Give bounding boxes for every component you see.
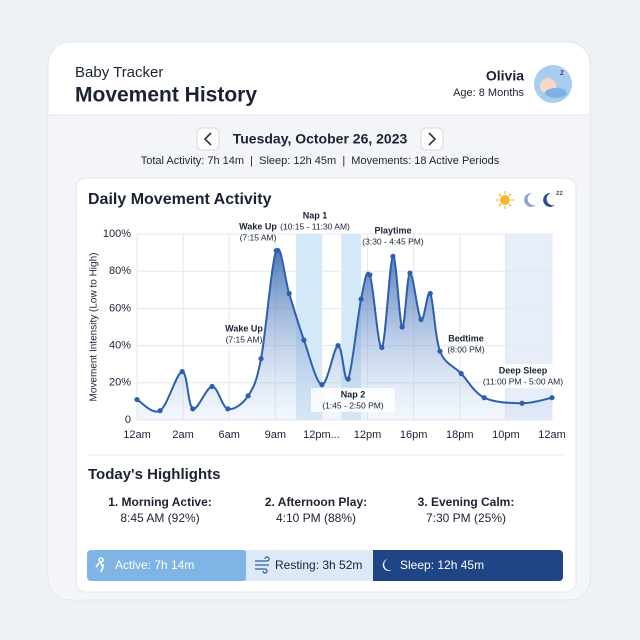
- data-point: [245, 393, 251, 399]
- highlight-value: 8:45 AM (92%): [120, 511, 199, 525]
- x-tick-label: 10pm: [492, 429, 520, 441]
- y-tick-label: 20%: [109, 377, 131, 389]
- x-tick-label: 12pm: [354, 429, 382, 441]
- shaded-range: [504, 234, 552, 420]
- data-point: [549, 395, 555, 401]
- data-point: [301, 337, 307, 343]
- sleep-icon: [382, 559, 392, 571]
- prev-day-button[interactable]: [196, 127, 220, 151]
- annotation-title: Bedtime: [448, 333, 484, 343]
- data-point: [209, 383, 215, 390]
- highlight-value: 7:30 PM (25%): [426, 511, 506, 525]
- annotation-title: Wake Up: [225, 323, 263, 333]
- area: [137, 248, 552, 420]
- annotation-title: Nap 1: [303, 210, 328, 220]
- resting-label: Resting: 3h 52m: [275, 558, 362, 572]
- y-tick-label: 100%: [103, 228, 131, 240]
- annotation-time: (7:15 AM): [226, 334, 263, 344]
- sun-icon[interactable]: [496, 191, 514, 209]
- data-point: [258, 356, 264, 362]
- baby-name: Olivia: [486, 68, 524, 84]
- data-point: [367, 272, 373, 278]
- x-tick-label: 16pm: [400, 429, 428, 441]
- data-point: [273, 248, 279, 254]
- sleep-segment: [373, 550, 563, 581]
- data-point: [390, 253, 396, 259]
- y-tick-label: 80%: [109, 265, 131, 277]
- x-tick-label: 12am: [538, 429, 566, 441]
- avatar[interactable]: z: [534, 65, 572, 103]
- x-tick-label: 6am: [219, 429, 240, 441]
- data-point: [335, 343, 341, 349]
- annotation-time: (7:15 AM): [240, 232, 277, 242]
- y-tick-label: 0: [125, 414, 131, 426]
- annotation-bg: [311, 388, 395, 412]
- x-tick-label: 12pm...: [303, 429, 340, 441]
- moon-icon[interactable]: [524, 192, 536, 207]
- annotation-time: (10:15 - 11:30 AM): [280, 221, 350, 231]
- data-point: [157, 408, 163, 414]
- data-point: [399, 324, 405, 330]
- data-point: [358, 296, 364, 302]
- data-point: [179, 369, 185, 375]
- annotation-title: Deep Sleep: [499, 365, 548, 375]
- y-tick-label: 40%: [109, 340, 131, 352]
- next-day-button[interactable]: [420, 127, 444, 151]
- x-tick-label: 2am: [172, 429, 193, 441]
- data-point: [427, 290, 433, 297]
- data-point: [437, 348, 443, 354]
- active-icon: [95, 557, 105, 573]
- annotation-time: (1:45 - 2:50 PM): [322, 400, 384, 410]
- highlight-label: 2. Afternoon Play:: [265, 495, 367, 509]
- chart-title: Daily Movement Activity: [88, 191, 272, 208]
- data-point: [286, 290, 292, 297]
- data-point: [519, 400, 525, 406]
- active-label: Active: 7h 14m: [115, 558, 194, 572]
- day-summary: Total Activity: 7h 14m | Sleep: 12h 45m …: [141, 155, 500, 167]
- svg-text:z: z: [560, 68, 564, 77]
- y-axis-label: Movement Intensity (Low to High): [89, 253, 100, 402]
- data-point: [379, 344, 385, 351]
- svg-text:zz: zz: [556, 190, 564, 197]
- app-name: Baby Tracker: [75, 64, 163, 81]
- sleep-label: Sleep: 12h 45m: [400, 558, 484, 572]
- annotation-title: Playtime: [374, 225, 411, 235]
- data-point: [407, 270, 413, 276]
- resting-icon: [255, 556, 270, 574]
- annotation-bg: [481, 364, 565, 388]
- data-point: [481, 395, 487, 401]
- highlight-label: 1. Morning Active:: [108, 495, 212, 509]
- date: Tuesday, October 26, 2023: [233, 131, 408, 147]
- active-segment: [87, 550, 247, 581]
- annotation-time: (11:00 PM - 5:00 AM): [483, 376, 563, 386]
- highlights-title: Today's Highlights: [88, 466, 220, 483]
- data-point: [458, 370, 464, 377]
- y-tick-label: 60%: [109, 302, 131, 314]
- highlight-label: 3. Evening Calm:: [418, 495, 515, 509]
- x-tick-label: 18pm: [446, 429, 474, 441]
- annotation-time: (8:00 PM): [447, 344, 484, 354]
- data-point: [225, 406, 231, 412]
- annotation-time: (3:30 - 4:45 PM): [362, 236, 424, 246]
- annotation-title: Nap 2: [341, 389, 366, 399]
- baby-age: Age: 8 Months: [453, 87, 524, 99]
- sleep-icon[interactable]: zz: [543, 190, 564, 207]
- annotation-title: Wake Up: [239, 221, 277, 231]
- data-point: [345, 376, 351, 382]
- data-point: [190, 406, 196, 412]
- data-point: [134, 396, 140, 403]
- data-point: [319, 382, 325, 388]
- sleep-segment-edge: [373, 550, 381, 581]
- x-tick-label: 9am: [265, 429, 286, 441]
- page-title: Movement History: [75, 84, 257, 107]
- highlight-value: 4:10 PM (88%): [276, 511, 356, 525]
- data-point: [418, 316, 424, 323]
- x-tick-label: 12am: [123, 429, 151, 441]
